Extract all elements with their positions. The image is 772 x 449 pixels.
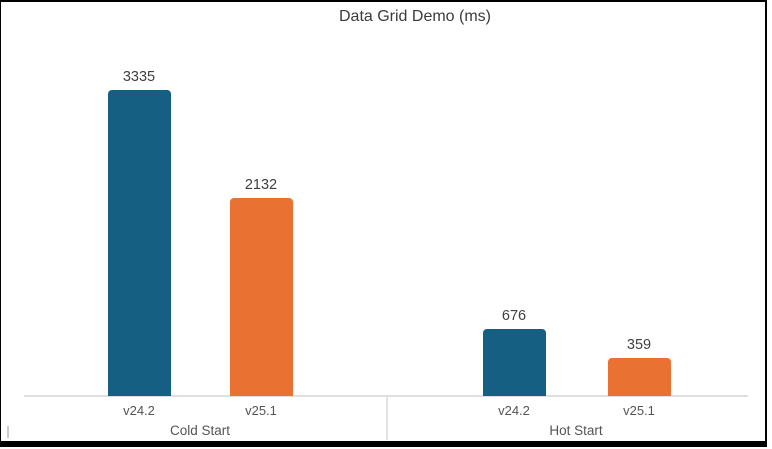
group-axis-label: Cold Start bbox=[169, 423, 231, 438]
bar-hot-start-v24.2 bbox=[482, 329, 546, 396]
value-label: 359 bbox=[626, 337, 652, 353]
value-label: 3335 bbox=[122, 69, 156, 85]
category-axis-label: v24.2 bbox=[123, 403, 155, 418]
category-axis-label: v25.1 bbox=[623, 403, 655, 418]
axis-left-tick bbox=[7, 426, 9, 438]
bar-cold-start-v25.1 bbox=[229, 198, 293, 396]
bar-hot-start-v25.1 bbox=[607, 358, 671, 396]
category-axis-label: v25.1 bbox=[245, 403, 277, 418]
group-axis-label: Hot Start bbox=[549, 423, 603, 438]
category-divider-line bbox=[386, 396, 388, 440]
value-label: 676 bbox=[501, 308, 527, 324]
value-label: 2132 bbox=[244, 177, 278, 193]
chart-title: Data Grid Demo (ms) bbox=[338, 8, 492, 25]
category-axis-label: v24.2 bbox=[498, 403, 530, 418]
bar-cold-start-v24.2 bbox=[107, 90, 171, 396]
